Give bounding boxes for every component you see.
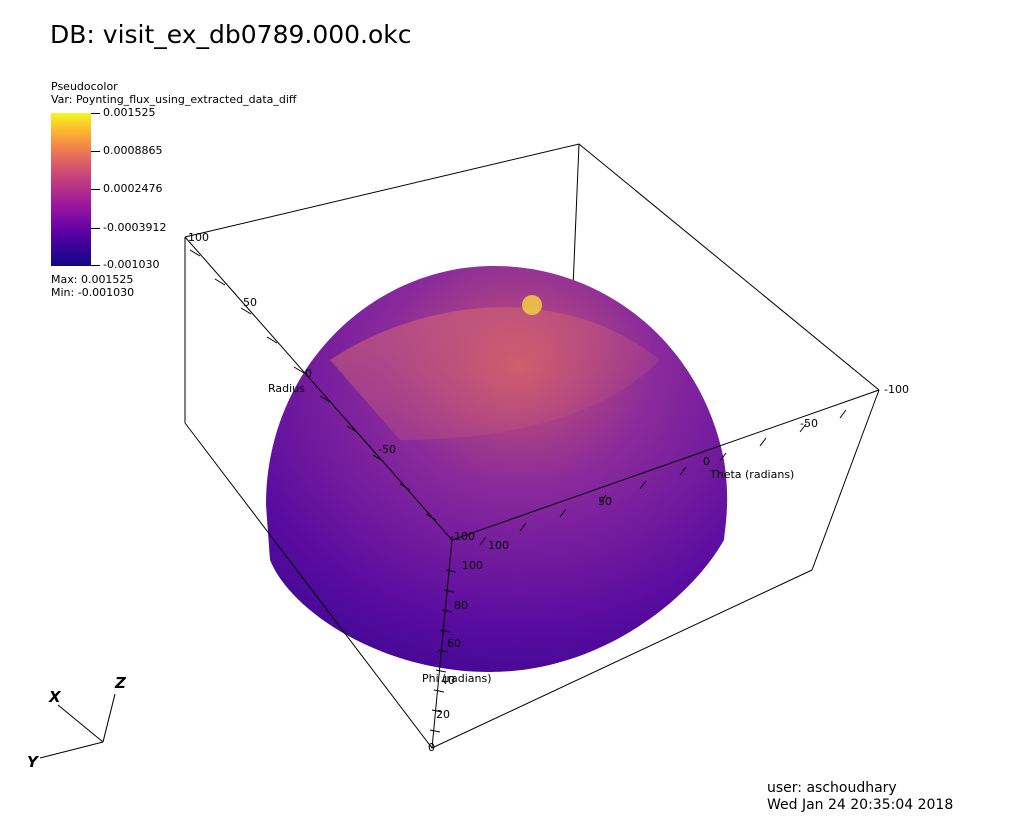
phi-tick-label: 0: [428, 741, 435, 754]
colorbar-tick: [91, 265, 100, 266]
legend-variable: Var: Poynting_flux_using_extracted_data_…: [51, 93, 297, 106]
dome-hotspot: [522, 295, 542, 315]
radius-tick-label: 100: [188, 231, 209, 244]
theta-tick-label: 0: [703, 455, 710, 468]
radius-tick-label: 50: [243, 296, 257, 309]
legend-max: Max: 0.001525: [51, 273, 134, 286]
colorbar-tick: [91, 151, 100, 152]
legend-plot-type: Pseudocolor: [51, 80, 118, 93]
colorbar-tick: [91, 189, 100, 190]
radius-tick-label: -50: [378, 443, 396, 456]
theta-axis-title: Theta (radians): [709, 468, 794, 481]
colorbar-tick-label: 0.0008865: [103, 144, 163, 157]
triad-y-label: Y: [27, 753, 40, 771]
phi-tick-label: 60: [447, 637, 461, 650]
bounding-box: [184, 143, 880, 571]
axis-ticks: [189, 249, 847, 733]
theta-tick-label: 50: [598, 495, 612, 508]
triad-z-label: Z: [114, 674, 127, 692]
phi-tick-label: 40: [441, 674, 455, 687]
bounding-box-front: [184, 236, 880, 749]
user-label: user: aschoudhary: [767, 780, 897, 796]
phi-tick-label: 80: [454, 599, 468, 612]
theta-tick-label: -50: [800, 417, 818, 430]
colorbar-tick-label: 0.001525: [103, 106, 156, 119]
colorbar-tick-label: 0.0002476: [103, 182, 163, 195]
dome-highlight: [330, 307, 660, 440]
orientation-triad: [39, 693, 116, 759]
triad-x-label: X: [48, 688, 62, 706]
radius-axis-title: Radius: [268, 382, 305, 395]
colorbar: [51, 113, 91, 266]
colorbar-tick-label: -0.001030: [103, 258, 160, 271]
colorbar-tick: [91, 113, 100, 114]
phi-tick-label: 100: [462, 559, 483, 572]
database-title: DB: visit_ex_db0789.000.okc: [50, 20, 412, 49]
timestamp: Wed Jan 24 20:35:04 2018: [767, 797, 954, 813]
theta-tick-label: 100: [488, 539, 509, 552]
theta-tick-label: -100: [884, 383, 909, 396]
radius-tick-label: -100: [450, 530, 475, 543]
phi-tick-label: 20: [436, 708, 450, 721]
legend-min: Min: -0.001030: [51, 286, 135, 299]
radius-tick-label: 0: [305, 367, 312, 380]
colorbar-tick: [91, 228, 100, 229]
phi-axis-title: Phi (radians): [422, 672, 492, 685]
colorbar-tick-label: -0.0003912: [103, 221, 167, 234]
